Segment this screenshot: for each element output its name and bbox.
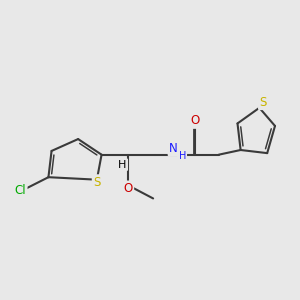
Text: O: O bbox=[124, 182, 133, 195]
Text: N: N bbox=[169, 142, 178, 155]
Text: H: H bbox=[118, 160, 127, 170]
Text: O: O bbox=[191, 114, 200, 128]
Text: H: H bbox=[178, 151, 186, 161]
Text: Cl: Cl bbox=[14, 184, 26, 197]
Text: S: S bbox=[93, 176, 100, 189]
Text: S: S bbox=[260, 96, 267, 109]
